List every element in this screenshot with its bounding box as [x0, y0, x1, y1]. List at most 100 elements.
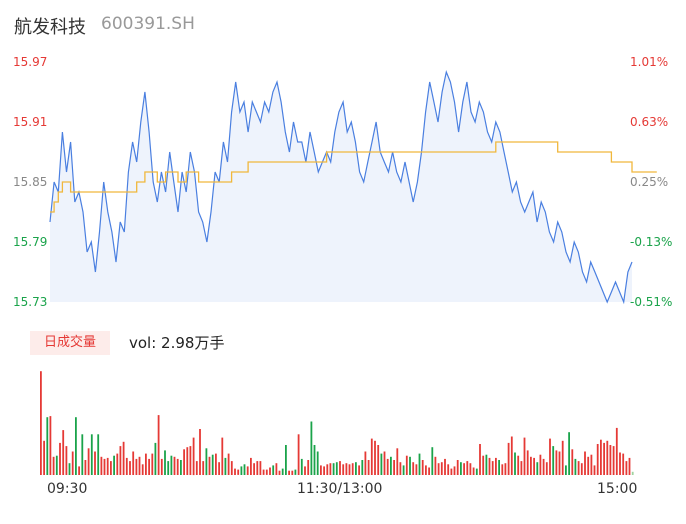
volume-bar: [43, 440, 45, 475]
volume-bar: [106, 457, 109, 475]
volume-bar: [243, 464, 246, 475]
volume-bar: [75, 417, 77, 475]
x-tick-open: 09:30: [47, 481, 88, 497]
volume-bar: [590, 454, 593, 475]
volume-bar: [326, 464, 329, 475]
volume-bar: [269, 467, 271, 475]
volume-bar: [421, 460, 424, 475]
volume-bar: [565, 465, 567, 475]
volume-bar: [510, 436, 513, 475]
volume-bar: [491, 461, 494, 475]
volume-bar: [68, 463, 71, 475]
volume-bar: [456, 460, 459, 475]
volume-bar: [504, 463, 507, 475]
volume-bar: [447, 464, 450, 475]
volume-bar: [46, 417, 49, 475]
volume-bar: [291, 470, 294, 475]
volume-bar: [278, 470, 281, 475]
price-line: [49, 69, 633, 305]
volume-bar: [393, 460, 395, 475]
volume-bar: [285, 445, 287, 475]
volume-bar: [622, 453, 625, 475]
volume-bar: [469, 463, 472, 475]
volume-bar: [135, 458, 138, 475]
volume-bar: [294, 469, 297, 475]
y-left-tick-3: 15.79: [13, 235, 48, 249]
volume-bar: [160, 458, 163, 475]
volume-bar: [609, 445, 612, 475]
volume-bar: [380, 453, 383, 475]
volume-bar: [402, 465, 405, 475]
volume-bar: [141, 464, 144, 475]
volume-bar: [125, 457, 128, 475]
volume-bar: [339, 461, 341, 475]
volume-bar: [55, 455, 58, 475]
volume-bar: [383, 451, 386, 475]
volume-bar: [113, 455, 115, 475]
volume-bar: [444, 458, 446, 475]
volume-bar: [208, 456, 211, 475]
volume-bar: [250, 457, 252, 475]
volume-bar: [517, 455, 520, 475]
volume-bar: [288, 470, 290, 475]
volume-bar: [65, 446, 68, 475]
volume-bar: [234, 468, 236, 475]
volume-bar: [625, 461, 628, 475]
volume-bar: [313, 445, 316, 475]
volume-bar: [440, 462, 443, 475]
volume-bar: [246, 466, 249, 475]
y-left-tick-1: 15.91: [13, 115, 48, 129]
volume-bar: [593, 465, 596, 475]
volume-bar: [320, 465, 322, 475]
volume-bar: [561, 440, 564, 475]
y-left-tick-2: 15.85: [13, 175, 48, 189]
avg-price-line: [50, 141, 657, 213]
volume-bar: [514, 452, 516, 475]
volume-readout: vol: 2.98万手: [129, 334, 225, 352]
volume-bar: [170, 455, 173, 475]
volume-bar: [536, 462, 539, 475]
volume-bar: [205, 448, 208, 476]
volume-bar: [342, 464, 345, 475]
volume-bar: [304, 466, 306, 475]
volume-bar: [189, 446, 192, 475]
stock-code: 600391.SH: [101, 14, 195, 34]
volume-bar: [574, 458, 577, 475]
volume-bar: [87, 448, 90, 476]
volume-bar: [526, 450, 529, 475]
volume-bar: [129, 461, 131, 475]
volume-bar: [568, 432, 570, 475]
volume-bar: [186, 447, 189, 475]
volume-bar: [224, 457, 227, 475]
volume-bar: [577, 461, 580, 475]
volume-bar: [237, 469, 240, 475]
volume-bar: [256, 461, 259, 475]
volume-bar: [390, 456, 392, 475]
volume-bar: [377, 445, 380, 475]
volume-bar: [418, 453, 421, 475]
volume-bar: [122, 441, 125, 475]
volume-bar: [501, 464, 504, 475]
volume-bar: [103, 458, 106, 475]
volume-bar: [530, 456, 532, 475]
volume-bar: [195, 461, 198, 475]
volume-bar: [475, 468, 478, 475]
volume-bar: [275, 463, 278, 475]
volume-bar: [358, 465, 360, 475]
volume-bar: [332, 463, 335, 475]
volume-bar: [100, 456, 103, 475]
volume-bar: [612, 446, 615, 475]
volume-bar: [412, 462, 415, 475]
volume-bar: [297, 434, 300, 475]
volume-bar: [520, 461, 523, 475]
volume-bar: [606, 440, 609, 475]
volume-bar: [488, 457, 491, 475]
volume-bar: [173, 456, 176, 475]
volume-bar: [97, 434, 100, 475]
volume-bar: [437, 463, 440, 475]
volume-bar: [580, 463, 583, 475]
volume-bar: [119, 446, 122, 475]
volume-bar: [355, 462, 357, 475]
y-right-tick-2: 0.25%: [630, 175, 669, 189]
volume-bar: [485, 454, 488, 475]
